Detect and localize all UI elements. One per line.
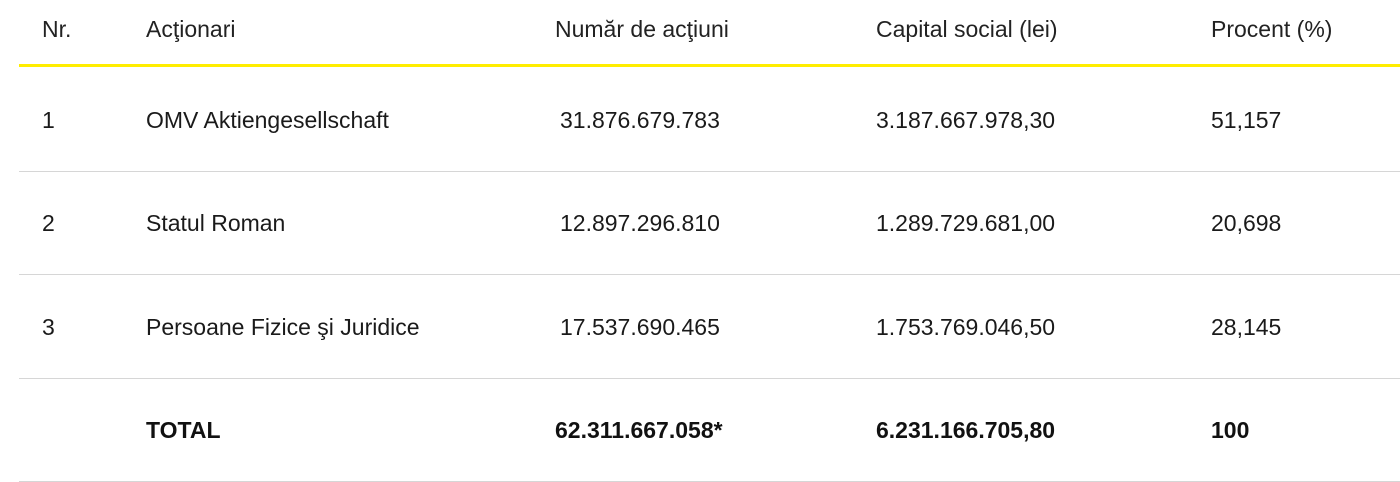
row-percent: 51,157	[1211, 107, 1282, 133]
header-nr: Nr.	[42, 16, 72, 42]
row-shareholder: OMV Aktiengesellschaft	[146, 107, 389, 133]
row-percent: 20,698	[1211, 210, 1282, 236]
total-shares: 62.311.667.058*	[555, 417, 723, 443]
row-divider	[19, 171, 1400, 172]
row-nr: 1	[42, 107, 55, 133]
header-shareholders: Acţionari	[146, 16, 236, 42]
total-label: TOTAL	[146, 417, 221, 443]
row-shares: 31.876.679.783	[560, 107, 720, 133]
row-divider	[19, 378, 1400, 379]
row-nr: 3	[42, 314, 55, 340]
row-capital: 1.289.729.681,00	[876, 210, 1056, 236]
header-capital: Capital social (lei)	[876, 16, 1058, 42]
header-percent: Procent (%)	[1211, 16, 1333, 42]
row-shares: 12.897.296.810	[560, 210, 720, 236]
row-percent: 28,145	[1211, 314, 1282, 340]
header-divider	[19, 64, 1400, 67]
total-capital: 6.231.166.705,80	[876, 417, 1056, 443]
row-shareholder: Statul Roman	[146, 210, 286, 236]
total-percent: 100	[1211, 417, 1250, 443]
header-shares: Număr de acţiuni	[555, 16, 729, 42]
table-header-row: Nr. Acţionari Număr de acţiuni Capital s…	[19, 14, 1400, 44]
row-capital: 1.753.769.046,50	[876, 314, 1056, 340]
row-capital: 3.187.667.978,30	[876, 107, 1056, 133]
row-divider	[19, 274, 1400, 275]
row-shares: 17.537.690.465	[560, 314, 720, 340]
row-shareholder: Persoane Fizice şi Juridice	[146, 314, 420, 340]
row-nr: 2	[42, 210, 55, 236]
